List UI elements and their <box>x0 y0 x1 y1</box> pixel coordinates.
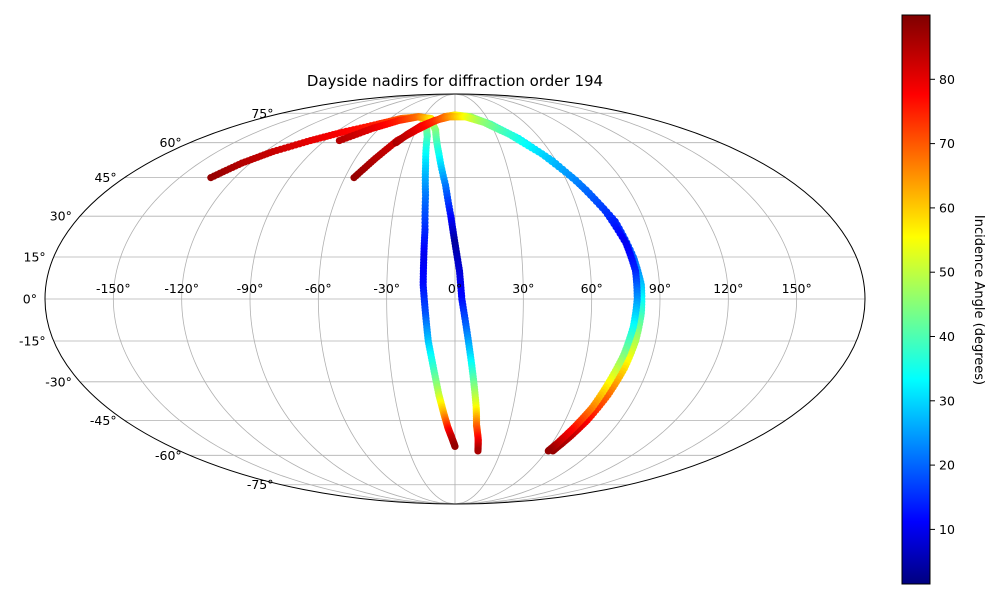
longitude-tick-label: -120° <box>164 281 199 296</box>
meridian-line <box>249 94 456 504</box>
longitude-tick-label: 60° <box>581 281 603 296</box>
latitude-tick-label: -15° <box>19 334 46 349</box>
graticule <box>45 94 865 504</box>
colorbar-tick-label: 20 <box>939 458 955 473</box>
meridian-line <box>112 94 456 504</box>
latitude-tick-label: 75° <box>251 106 273 121</box>
latitude-tick-label: 15° <box>24 250 46 265</box>
colorbar-ticks: 10 20 30 40 50 60 70 80 <box>930 72 955 537</box>
data-points <box>207 111 646 455</box>
colorbar-tick-label: 80 <box>939 72 955 87</box>
latitude-tick-label: 0° <box>23 292 37 307</box>
colorbar-tick-label: 40 <box>939 329 955 344</box>
latitude-tick-label: -30° <box>45 374 72 389</box>
meridian-line <box>386 94 456 504</box>
colorbar-tick-label: 70 <box>939 136 955 151</box>
chart-title: Dayside nadirs for diffraction order 194 <box>307 72 603 90</box>
data-point <box>544 447 552 455</box>
longitude-tick-label: -150° <box>96 281 131 296</box>
colorbar-label: Incidence Angle (degrees) <box>971 215 986 385</box>
latitude-tick-label: 30° <box>50 209 72 224</box>
map-boundary <box>44 93 866 505</box>
colorbar-tick-label: 60 <box>939 200 955 215</box>
longitude-tick-label: -60° <box>305 281 332 296</box>
latitude-tick-labels: 75° 60° 45° 30° 15° 0° -15° -30° -45° -60° -75° <box>19 106 273 492</box>
meridian-line <box>454 94 524 504</box>
longitude-tick-label: 30° <box>512 281 534 296</box>
longitude-tick-label: 0° <box>448 281 462 296</box>
data-point <box>474 447 482 455</box>
latitude-tick-label: -60° <box>155 448 182 463</box>
meridian-line <box>454 94 661 504</box>
data-point <box>451 442 459 451</box>
meridian-line <box>317 94 456 504</box>
meridian-line <box>181 94 456 504</box>
latitude-tick-label: -75° <box>247 477 274 492</box>
meridian-line <box>454 94 593 504</box>
latitude-tick-label: -45° <box>90 413 117 428</box>
meridian-line <box>454 94 729 504</box>
longitude-tick-label: 90° <box>649 281 671 296</box>
colorbar-tick-label: 50 <box>939 265 955 280</box>
meridian-line <box>454 94 798 504</box>
colorbar-tick-label: 30 <box>939 393 955 408</box>
latitude-tick-label: 60° <box>160 135 182 150</box>
longitude-tick-label: 120° <box>713 281 743 296</box>
latitude-tick-label: 45° <box>94 170 116 185</box>
longitude-tick-label: 150° <box>782 281 812 296</box>
colorbar <box>901 14 931 585</box>
colorbar-tick-label: 10 <box>939 522 955 537</box>
longitude-tick-label: -90° <box>237 281 264 296</box>
longitude-tick-labels: -150° -120° -90° -60° -30° 0° 30° 60° 90° 120° 150… <box>96 281 812 296</box>
longitude-tick-label: -30° <box>373 281 400 296</box>
